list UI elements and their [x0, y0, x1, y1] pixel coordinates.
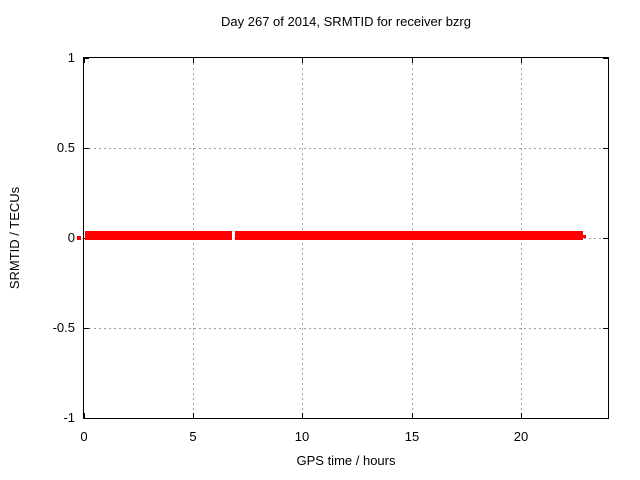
x-tick-label: 15 — [404, 429, 420, 444]
series-point-marker-outside-axis — [77, 236, 81, 240]
x-tick-top — [412, 58, 413, 63]
y-tick-left — [84, 148, 89, 149]
plot-area — [77, 57, 609, 419]
y-gridline — [84, 328, 608, 329]
x-tick-bottom — [521, 413, 522, 418]
y-gridline — [84, 148, 608, 149]
series-segment — [583, 235, 586, 238]
x-tick-bottom — [302, 413, 303, 418]
y-tick-right — [603, 148, 608, 149]
x-tick-top — [302, 58, 303, 63]
x-tick-top — [84, 58, 85, 63]
x-tick-bottom — [412, 413, 413, 418]
x-tick-bottom — [193, 413, 194, 418]
y-tick-label: 0.5 — [56, 140, 75, 155]
y-tick-left — [84, 328, 89, 329]
y-tick-right — [603, 328, 608, 329]
x-tick-label: 10 — [294, 429, 310, 444]
y-tick-label: 0 — [67, 230, 75, 245]
y-tick-label: -0.5 — [52, 320, 75, 335]
y-tick-label: 1 — [67, 50, 75, 65]
chart-title: Day 267 of 2014, SRMTID for receiver bzr… — [221, 14, 471, 29]
x-tick-bottom — [84, 413, 85, 418]
x-tick-top — [521, 58, 522, 63]
x-tick-label: 5 — [189, 429, 197, 444]
y-tick-left — [84, 58, 89, 59]
x-tick-label: 0 — [80, 429, 88, 444]
y-tick-label: -1 — [63, 410, 75, 425]
x-axis-label: GPS time / hours — [296, 453, 396, 468]
series-segment — [235, 231, 583, 240]
y-tick-right — [603, 418, 608, 419]
x-tick-top — [193, 58, 194, 63]
x-tick-label: 20 — [513, 429, 529, 444]
y-tick-right — [603, 238, 608, 239]
series-segment — [85, 231, 232, 240]
y-tick-right — [603, 58, 608, 59]
y-tick-left — [84, 418, 89, 419]
